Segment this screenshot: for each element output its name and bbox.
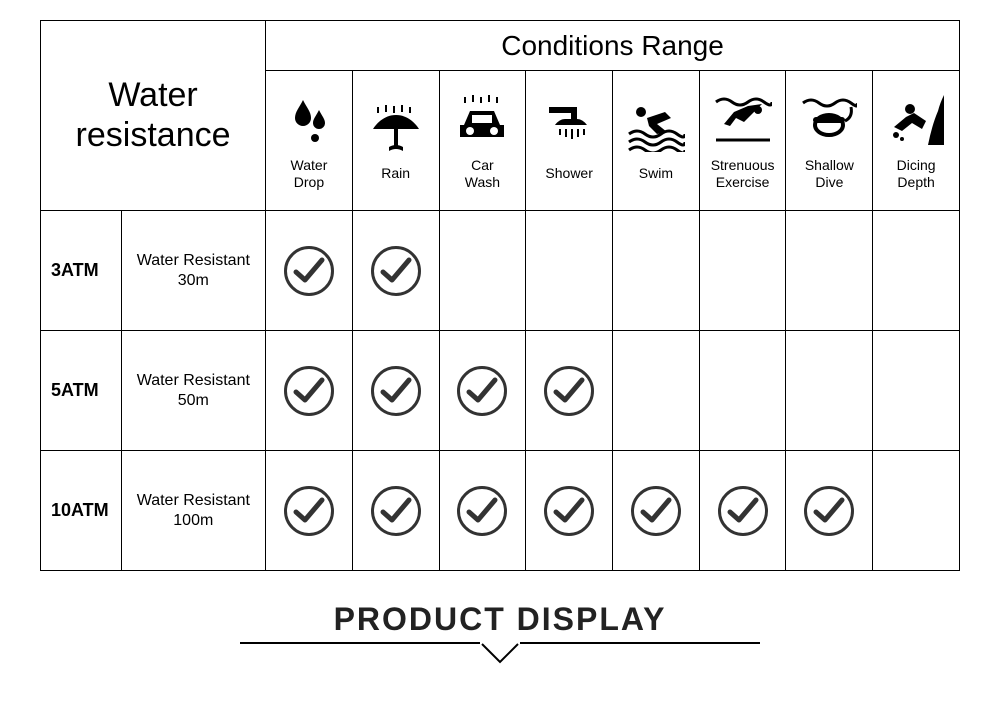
condition-label: WaterDrop [268,157,350,189]
check-cell [873,331,960,451]
atm-label: 10ATM [41,451,122,571]
check-cell [266,331,353,451]
strenuous-exercise-icon [702,91,784,149]
condition-water-drop: WaterDrop [266,71,353,211]
condition-shallow-dive: ShallowDive [786,71,873,211]
check-cell [873,211,960,331]
check-cell [613,211,700,331]
check-cell [352,331,439,451]
car-wash-icon [442,91,524,149]
condition-rain: Rain [352,71,439,211]
condition-label: DicingDepth [875,157,957,189]
condition-label: ShallowDive [788,157,870,189]
shower-icon [528,99,610,157]
condition-label: Rain [355,165,437,181]
check-cell [352,211,439,331]
table-row: 3ATMWater Resistant30m [41,211,960,331]
condition-label: Swim [615,165,697,181]
condition-label: StrenuousExercise [702,157,784,189]
check-cell [786,451,873,571]
atm-label: 3ATM [41,211,122,331]
water-resistance-table: WaterresistanceConditions Range WaterDrop… [40,20,960,571]
water-drop-icon [268,91,350,149]
condition-shower: Shower [526,71,613,211]
check-cell [786,331,873,451]
atm-description: Water Resistant100m [121,451,266,571]
check-cell [439,331,526,451]
check-cell [699,331,786,451]
check-cell [873,451,960,571]
condition-label: CarWash [442,157,524,189]
table-row: 10ATMWater Resistant100m [41,451,960,571]
swim-icon [615,99,697,157]
check-cell [786,211,873,331]
check-cell [439,451,526,571]
condition-strenuous-exercise: StrenuousExercise [699,71,786,211]
water-resistance-header: Waterresistance [41,21,266,211]
table-row: 5ATMWater Resistant50m [41,331,960,451]
condition-swim: Swim [613,71,700,211]
atm-description: Water Resistant30m [121,211,266,331]
shallow-dive-icon [788,91,870,149]
condition-diving-depth: DicingDepth [873,71,960,211]
check-cell [526,331,613,451]
atm-label: 5ATM [41,331,122,451]
diving-depth-icon [875,91,957,149]
condition-label: Shower [528,165,610,181]
check-cell [352,451,439,571]
check-cell [699,211,786,331]
atm-description: Water Resistant50m [121,331,266,451]
footer-divider [40,642,960,666]
check-cell [439,211,526,331]
check-cell [526,211,613,331]
conditions-range-header: Conditions Range [266,21,960,71]
check-cell [266,451,353,571]
check-cell [699,451,786,571]
condition-car-wash: CarWash [439,71,526,211]
check-cell [613,331,700,451]
rain-icon [355,99,437,157]
check-cell [613,451,700,571]
product-display-heading: PRODUCT DISPLAY [40,601,960,638]
check-cell [526,451,613,571]
check-cell [266,211,353,331]
